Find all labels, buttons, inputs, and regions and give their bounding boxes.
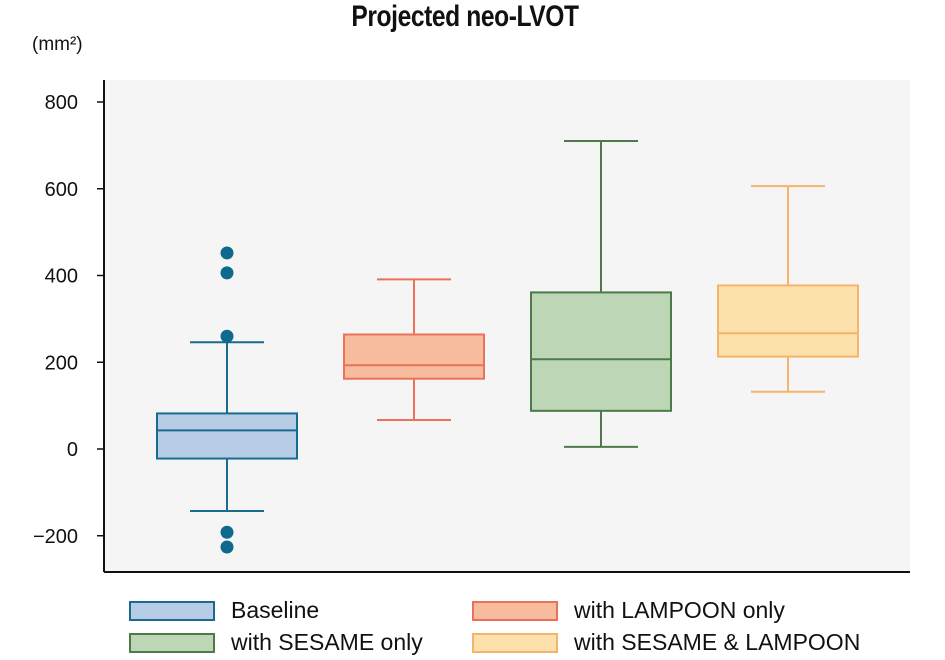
outlier-point [220,525,234,539]
box-group [717,185,859,393]
box-iqr [530,291,672,412]
box-group [343,278,485,421]
box-iqr [343,333,485,380]
y-tick-label: 0 [67,439,78,461]
legend-swatch-sesame [129,632,215,653]
legend-label-sesame: with SESAME only [231,629,423,655]
legend-swatch-baseline [129,600,215,621]
y-ticks: 800 600 400 200 0 −200 [33,92,104,548]
legend-swatch-lampoon [472,600,558,621]
legend-entry-lampoon: with LAMPOON only [472,597,785,624]
legend-label-sesame-lampoon: with SESAME & LAMPOON [574,629,861,655]
box-iqr [717,284,859,358]
outlier-point [220,266,234,280]
y-tick-label: 200 [45,352,78,374]
outlier-point [220,246,234,260]
y-tick-label: −200 [33,526,78,548]
chart-title: Projected neo-LVOT [351,0,579,33]
legend-entry-sesame: with SESAME only [129,629,423,656]
legend-entry-baseline: Baseline [129,597,319,624]
legend-entry-sesame-lampoon: with SESAME & LAMPOON [472,629,860,656]
legend-label-lampoon: with LAMPOON only [574,597,785,623]
outlier-point [220,329,234,343]
y-tick-label: 800 [45,92,78,114]
outlier-point [220,540,234,554]
y-tick-label: 400 [45,266,78,288]
boxes [156,140,859,554]
axes [103,80,910,573]
box-plot: 800 600 400 200 0 −200 [33,80,910,573]
y-tick-label: 600 [45,179,78,201]
y-axis-label: (mm²) [32,34,83,55]
legend-swatch-sesame-lampoon [472,632,558,653]
box-group [530,140,672,448]
legend-label-baseline: Baseline [231,597,320,623]
box-iqr [156,412,298,460]
box-group [156,246,298,554]
